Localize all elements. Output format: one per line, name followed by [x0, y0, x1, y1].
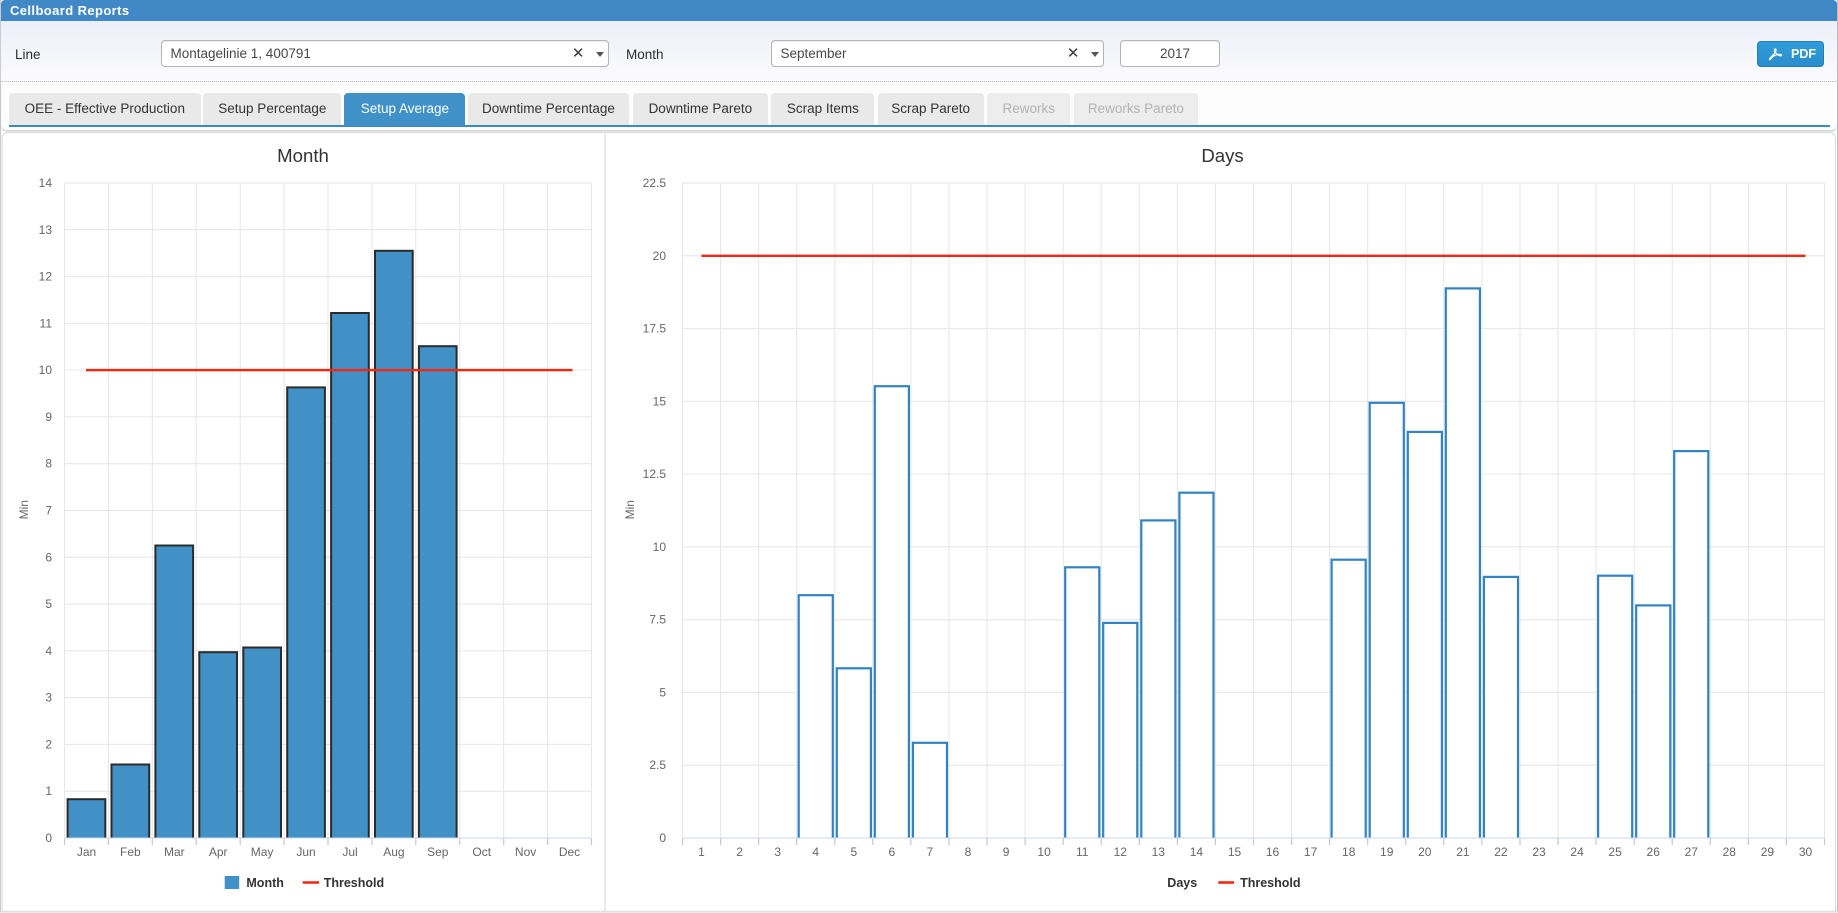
svg-text:21: 21	[1456, 845, 1470, 859]
svg-text:7: 7	[927, 845, 934, 859]
svg-text:3: 3	[774, 845, 781, 859]
svg-text:5: 5	[45, 597, 52, 611]
svg-text:Sep: Sep	[427, 845, 449, 859]
svg-text:4: 4	[812, 845, 819, 859]
svg-text:5: 5	[659, 685, 666, 699]
svg-text:Days: Days	[1167, 876, 1197, 890]
svg-text:Min: Min	[17, 500, 31, 519]
svg-text:May: May	[251, 845, 274, 859]
svg-text:0: 0	[659, 831, 666, 845]
svg-text:Threshold: Threshold	[324, 876, 384, 890]
svg-text:19: 19	[1380, 845, 1394, 859]
svg-text:20: 20	[653, 249, 667, 263]
svg-text:17: 17	[1304, 845, 1318, 859]
svg-text:2: 2	[45, 737, 52, 751]
svg-text:18: 18	[1342, 845, 1356, 859]
svg-text:24: 24	[1570, 845, 1584, 859]
svg-text:Apr: Apr	[209, 845, 228, 859]
svg-text:27: 27	[1685, 845, 1699, 859]
svg-text:Mar: Mar	[164, 845, 185, 859]
svg-text:3: 3	[45, 691, 52, 705]
svg-text:23: 23	[1532, 845, 1546, 859]
svg-text:2.5: 2.5	[649, 758, 666, 772]
svg-text:30: 30	[1799, 845, 1813, 859]
svg-text:12: 12	[1114, 845, 1128, 859]
svg-text:7: 7	[45, 504, 52, 518]
svg-text:16: 16	[1266, 845, 1280, 859]
svg-text:Aug: Aug	[383, 845, 404, 859]
svg-text:13: 13	[1152, 845, 1166, 859]
svg-text:22.5: 22.5	[643, 176, 667, 190]
svg-text:28: 28	[1723, 845, 1737, 859]
svg-text:10: 10	[39, 363, 53, 377]
svg-text:11: 11	[40, 316, 53, 330]
svg-text:15: 15	[1228, 845, 1242, 859]
svg-text:13: 13	[39, 223, 53, 237]
svg-text:Jan: Jan	[77, 845, 96, 859]
svg-text:17.5: 17.5	[643, 322, 667, 336]
svg-text:Nov: Nov	[515, 845, 536, 859]
svg-text:22: 22	[1494, 845, 1508, 859]
svg-text:6: 6	[889, 845, 896, 859]
svg-text:15: 15	[653, 394, 667, 408]
svg-text:Dec: Dec	[559, 845, 580, 859]
svg-text:1: 1	[45, 784, 52, 798]
svg-text:14: 14	[39, 176, 53, 190]
svg-text:20: 20	[1418, 845, 1432, 859]
svg-text:26: 26	[1647, 845, 1661, 859]
svg-text:Oct: Oct	[472, 845, 491, 859]
svg-text:25: 25	[1608, 845, 1622, 859]
svg-text:1: 1	[698, 845, 705, 859]
svg-text:Month: Month	[277, 145, 329, 166]
svg-text:0: 0	[45, 831, 52, 845]
svg-text:12: 12	[39, 270, 53, 284]
svg-text:14: 14	[1190, 845, 1204, 859]
svg-text:6: 6	[45, 550, 52, 564]
svg-text:Min: Min	[623, 500, 637, 519]
svg-text:11: 11	[1076, 845, 1089, 859]
svg-text:9: 9	[45, 410, 52, 424]
svg-text:10: 10	[1037, 845, 1051, 859]
svg-text:Days: Days	[1201, 145, 1243, 166]
svg-text:8: 8	[965, 845, 972, 859]
svg-text:Feb: Feb	[120, 845, 141, 859]
svg-text:Threshold: Threshold	[1240, 876, 1300, 890]
svg-text:Jun: Jun	[296, 845, 315, 859]
svg-text:4: 4	[45, 644, 52, 658]
svg-text:10: 10	[653, 540, 667, 554]
svg-text:7.5: 7.5	[649, 613, 666, 627]
svg-text:12.5: 12.5	[643, 467, 667, 481]
svg-text:Jul: Jul	[342, 845, 357, 859]
svg-text:Month: Month	[246, 876, 283, 890]
svg-text:2: 2	[736, 845, 743, 859]
svg-text:5: 5	[850, 845, 857, 859]
svg-text:8: 8	[45, 457, 52, 471]
svg-text:29: 29	[1761, 845, 1775, 859]
svg-text:9: 9	[1003, 845, 1010, 859]
